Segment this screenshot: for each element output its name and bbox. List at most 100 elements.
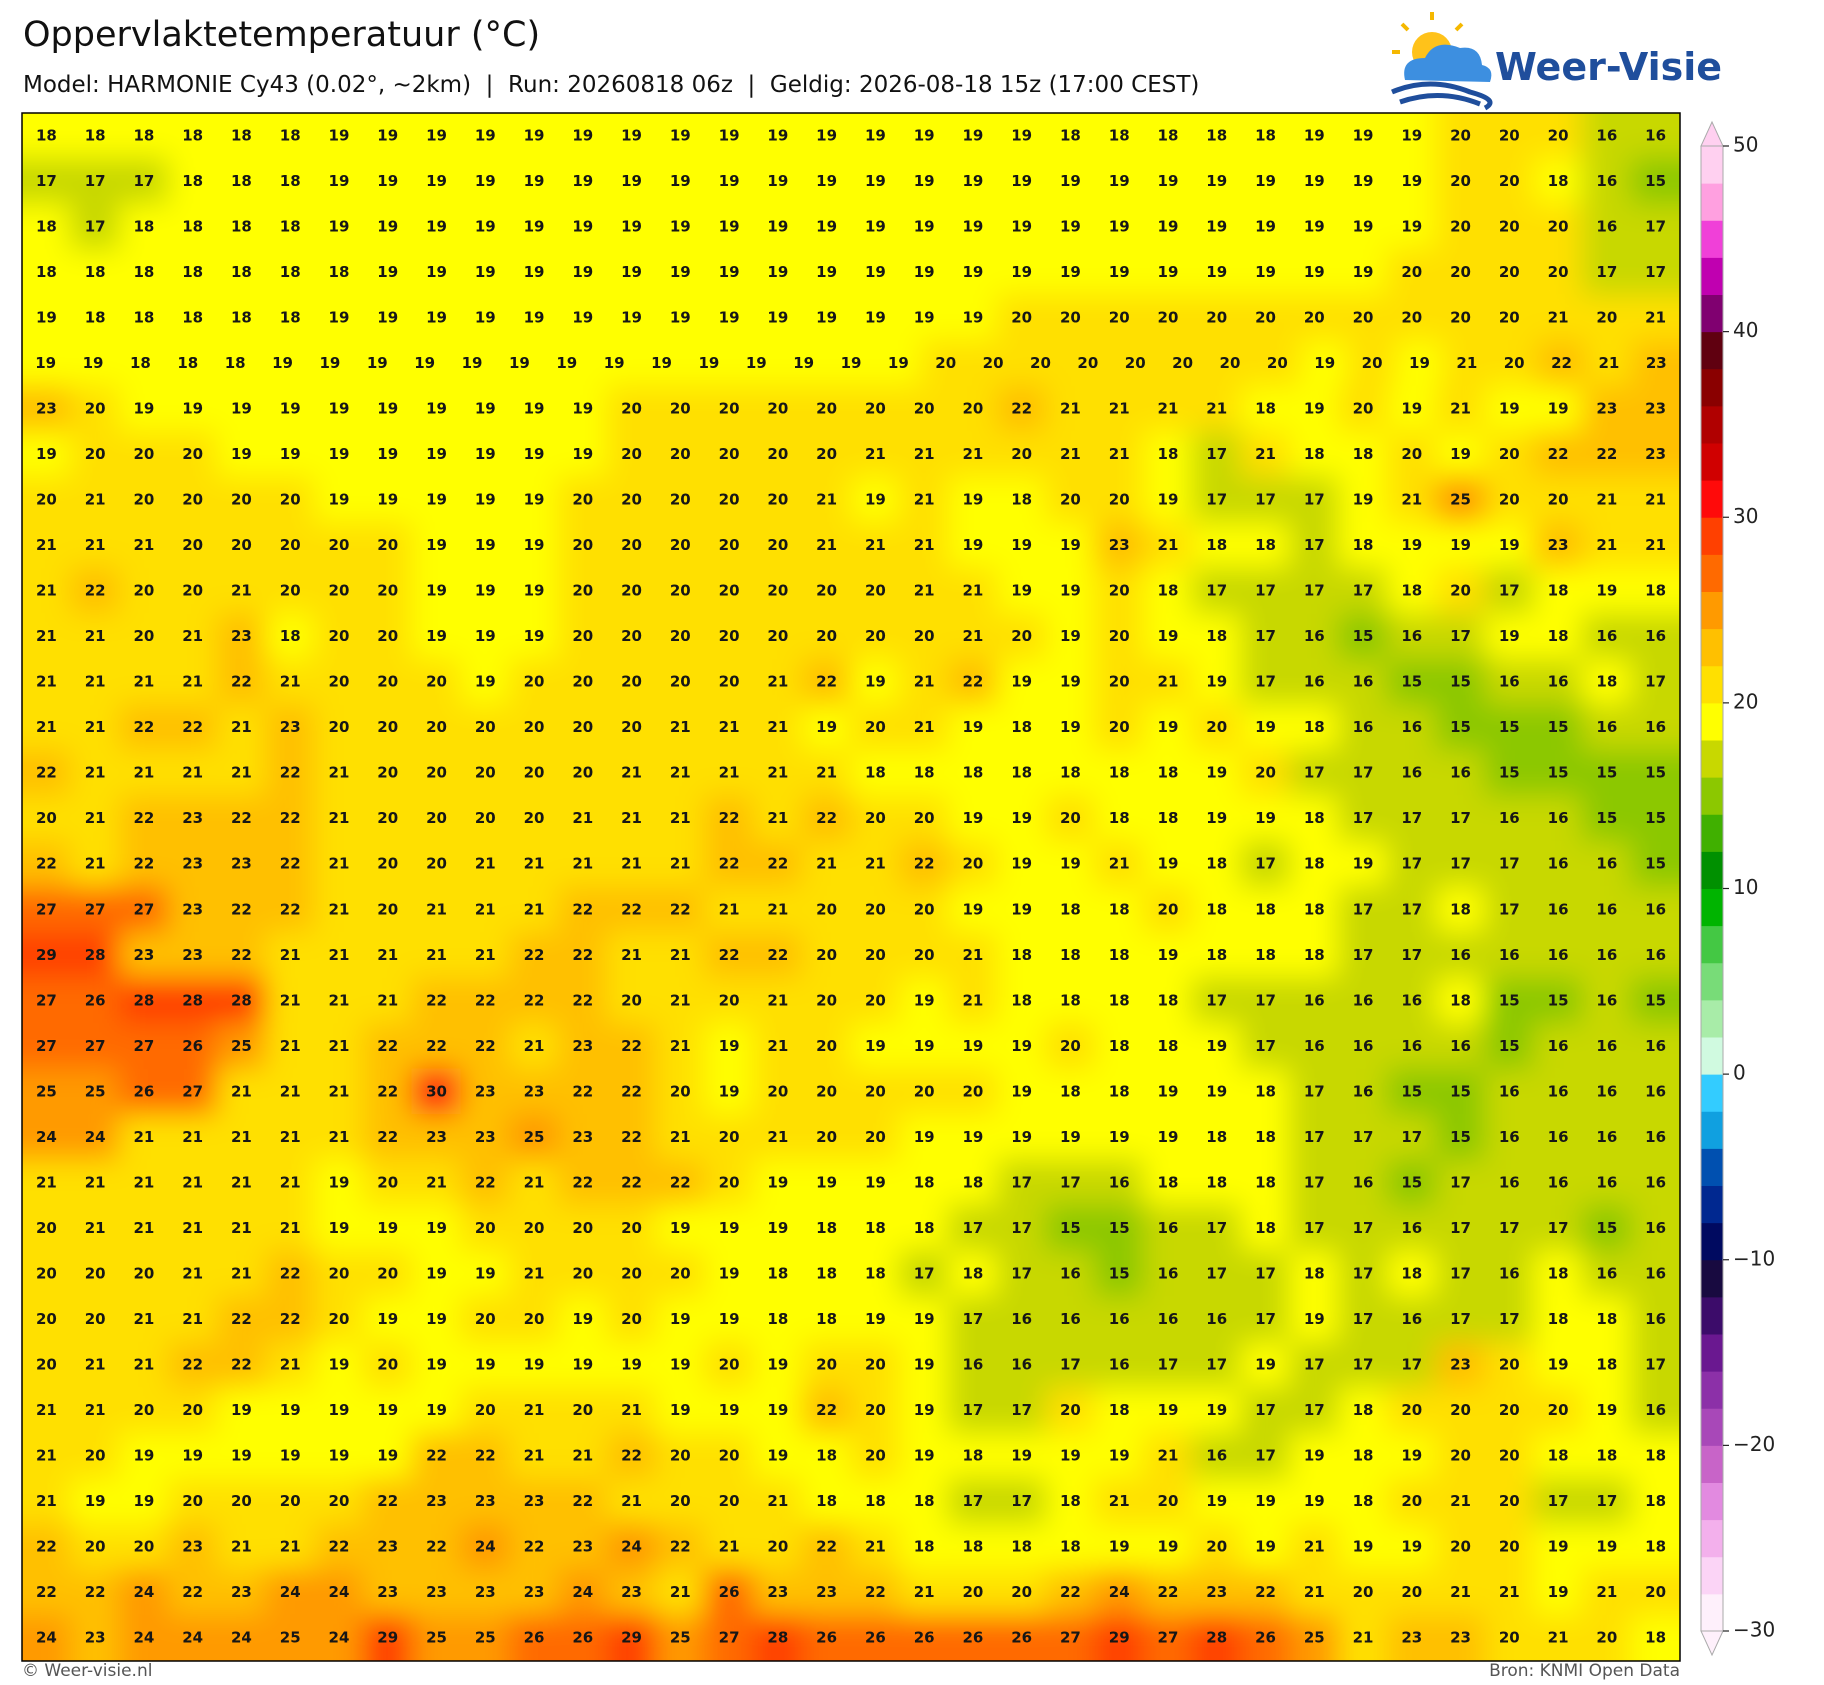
temperature-label: 20	[816, 991, 837, 1009]
temperature-cell	[850, 795, 901, 842]
temperature-label: 21	[767, 718, 788, 736]
temperature-label: 20	[719, 991, 740, 1009]
temperature-cell	[119, 1023, 169, 1070]
temperature-cell	[411, 476, 462, 524]
temperature-label: 18	[1401, 1265, 1422, 1283]
temperature-cell	[1581, 385, 1632, 433]
temperature-label: 18	[280, 263, 301, 281]
temperature-cell	[1094, 249, 1145, 296]
temperature-label: 20	[1060, 491, 1081, 509]
temperature-label: 21	[621, 1492, 642, 1510]
temperature-label: 23	[1645, 445, 1666, 463]
temperature-label: 18	[280, 627, 301, 645]
temperature-label: 19	[1401, 1538, 1422, 1556]
temperature-cell	[167, 932, 218, 979]
temperature-label: 20	[621, 536, 642, 554]
temperature-label: 21	[133, 1128, 154, 1146]
temperature-cell	[119, 932, 169, 979]
temperature-label: 20	[1401, 1492, 1422, 1510]
temperature-cell	[850, 1068, 901, 1116]
temperature-label: 20	[670, 1265, 691, 1283]
temperature-label: 29	[621, 1629, 642, 1647]
temperature-cell	[1338, 840, 1388, 888]
temperature-label: 18	[182, 172, 203, 190]
temperature-label: 17	[1255, 582, 1276, 600]
temperature-label: 21	[1158, 673, 1179, 691]
temperature-label: 18	[1158, 445, 1179, 463]
temperature-label: 19	[1255, 718, 1276, 736]
temperature-cell	[557, 658, 608, 706]
temperature-cell	[1435, 203, 1486, 251]
temperature-label: 16	[1596, 991, 1617, 1009]
temperature-label: 17	[1645, 1356, 1666, 1374]
temperature-label: 27	[182, 1082, 203, 1100]
temperature-label: 21	[85, 1401, 106, 1419]
temperature-label: 19	[865, 126, 886, 144]
temperature-label: 19	[524, 399, 545, 417]
temperature-label: 20	[767, 627, 788, 645]
temperature-label: 27	[133, 900, 154, 918]
temperature-label: 16	[1548, 1128, 1569, 1146]
colorbar-arrow-bottom	[1700, 1630, 1724, 1657]
temperature-cell	[1191, 613, 1242, 660]
temperature-label: 19	[475, 491, 496, 509]
temperature-cell	[460, 476, 511, 524]
temperature-label: 21	[1304, 1538, 1325, 1556]
temperature-label: 20	[1596, 308, 1617, 326]
temperature-label: 27	[36, 1037, 57, 1055]
temperature-cell	[167, 522, 218, 569]
colorbar-band	[1701, 405, 1723, 444]
temperature-cell	[948, 249, 998, 296]
temperature-cell	[996, 1023, 1047, 1070]
temperature-cell	[22, 795, 72, 842]
temperature-cell	[1240, 476, 1291, 524]
temperature-cell	[411, 385, 462, 433]
temperature-cell	[1484, 932, 1535, 979]
temperature-label: 19	[133, 1492, 154, 1510]
temperature-label: 23	[426, 1583, 447, 1601]
temperature-cell	[258, 340, 307, 387]
temperature-label: 19	[1304, 126, 1325, 144]
temperature-label: 19	[670, 172, 691, 190]
temperature-label: 20	[816, 1356, 837, 1374]
temperature-cell	[22, 476, 72, 524]
temperature-cell	[216, 1068, 267, 1116]
temperature-cell	[167, 567, 218, 615]
temperature-label: 21	[329, 1082, 350, 1100]
temperature-label: 19	[670, 217, 691, 235]
temperature-label: 20	[280, 491, 301, 509]
temperature-cell	[1435, 431, 1486, 478]
temperature-label: 19	[1158, 172, 1179, 190]
temperature-label: 17	[1499, 855, 1520, 873]
temperature-cell	[1533, 613, 1583, 660]
temperature-cell	[801, 431, 852, 478]
temperature-label: 18	[1548, 172, 1569, 190]
temperature-label: 23	[231, 627, 252, 645]
temperature-cell	[1143, 886, 1193, 934]
temperature-cell	[1533, 158, 1583, 205]
temperature-label: 18	[36, 263, 57, 281]
temperature-cell	[1386, 749, 1437, 797]
temperature-label: 19	[914, 1447, 935, 1465]
temperature-cell	[1143, 704, 1193, 751]
temperature-cell	[752, 203, 803, 251]
temperature-label: 19	[719, 1037, 740, 1055]
temperature-label: 19	[962, 900, 983, 918]
temperature-cell	[1289, 522, 1340, 569]
temperature-label: 19	[377, 172, 398, 190]
temperature-label: 19	[1450, 445, 1471, 463]
temperature-label: 19	[719, 263, 740, 281]
temperature-label: 24	[280, 1583, 301, 1601]
temperature-cell	[1581, 294, 1632, 342]
temperature-label: 15	[1548, 991, 1569, 1009]
temperature-label: 22	[572, 946, 593, 964]
temperature-cell	[948, 476, 998, 524]
temperature-label: 19	[1596, 582, 1617, 600]
temperature-cell	[1143, 113, 1193, 160]
temperature-cell	[1045, 476, 1096, 524]
temperature-cell	[1289, 704, 1340, 751]
temperature-label: 17	[1353, 809, 1374, 827]
temperature-label: 21	[280, 1128, 301, 1146]
temperature-label: 20	[621, 991, 642, 1009]
temperature-label: 23	[524, 1583, 545, 1601]
